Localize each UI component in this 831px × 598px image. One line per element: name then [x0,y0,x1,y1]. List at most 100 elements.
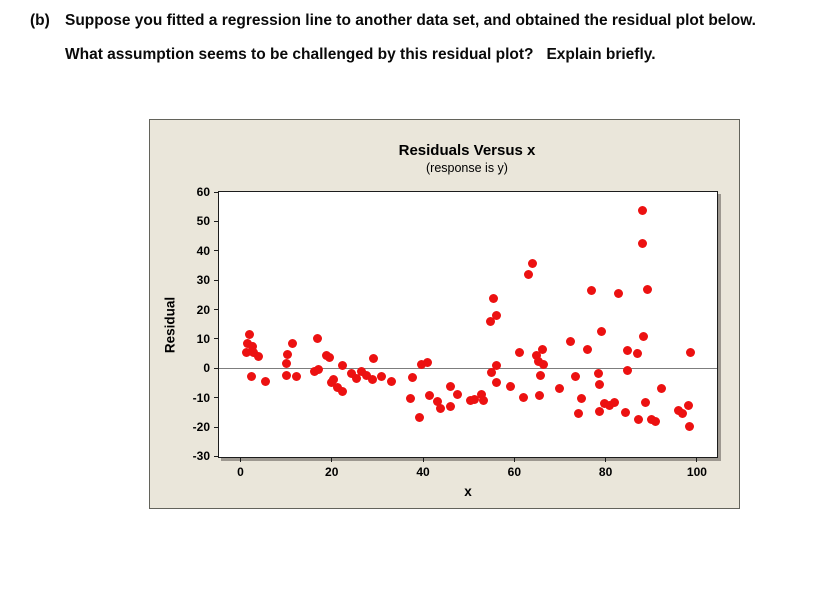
y-tick [214,367,219,369]
data-point [309,367,319,376]
data-point [651,416,661,426]
y-tick-label: 20 [196,302,210,317]
data-point [536,370,546,380]
data-point [324,353,334,363]
x-tick-label: 40 [416,465,430,479]
data-point [312,333,322,343]
data-point [534,357,544,367]
x-tick [422,457,424,462]
question-text-line2: What assumption seems to be challenged b… [65,46,656,63]
y-tick [214,455,219,457]
data-point [247,341,257,351]
data-point [489,293,499,303]
y-tick-label: -10 [192,390,210,405]
data-point [571,372,581,381]
data-point [425,391,435,401]
data-point [677,408,687,418]
data-point [423,358,433,368]
data-point [368,374,378,384]
data-point [326,377,336,387]
data-point [362,371,372,381]
data-point [535,390,545,400]
question-part-label: (b) [30,12,50,29]
data-point [537,345,547,355]
data-point [524,269,534,279]
data-point [600,399,610,409]
data-point [291,371,301,381]
data-point [408,373,418,383]
data-point [555,384,565,394]
y-axis-label: Residual [162,296,178,353]
data-point [492,377,502,387]
data-point [595,380,605,390]
chart-subtitle: (response is y) [426,161,508,175]
x-tick-label: 60 [507,465,522,479]
data-point [469,394,479,404]
data-point [243,339,253,349]
data-point [518,393,528,403]
data-point [485,317,495,327]
data-point [347,369,357,379]
data-point [405,394,415,404]
data-point [283,349,293,359]
data-point [594,369,604,379]
data-point [528,258,538,268]
data-point [505,381,515,391]
data-point [416,359,426,369]
y-tick [214,309,219,311]
data-point [657,384,667,394]
data-point [604,401,614,411]
data-point [515,348,525,358]
data-point [377,371,387,381]
x-tick [513,457,515,462]
data-point [587,286,597,296]
plot-area: Residual x 0 20 40 60 80 100 60 50 40 30 20 10 0 -10-… [163,185,718,499]
data-point [445,381,455,391]
y-tick-label: 60 [196,185,210,199]
x-tick-label: 100 [686,465,707,479]
x-tick [239,457,241,462]
data-point [574,409,584,419]
x-tick [605,457,607,462]
data-point [247,372,257,381]
data-point [620,407,630,417]
question-text-line1: Suppose you fitted a regression line to … [65,12,756,29]
data-point [352,374,362,384]
data-point [254,351,264,361]
data-point [622,365,632,375]
y-tick-label: 50 [196,214,210,229]
data-point [639,332,648,342]
x-tick-label: 80 [598,465,613,479]
data-point [613,288,623,298]
data-point [332,383,342,393]
data-point [287,338,297,348]
data-point [583,344,593,354]
x-tick [331,457,333,462]
data-point [646,414,656,424]
y-tick [214,220,219,222]
y-tick-label: 30 [196,273,210,288]
data-point [492,361,502,371]
x-tick [696,457,698,462]
data-point [357,367,367,376]
y-tick-label: 40 [196,243,210,258]
data-point [686,347,696,357]
data-point [532,350,542,360]
y-tick [214,426,219,428]
y-tick-label: 0 [203,361,210,376]
x-axis-label: x [464,484,472,499]
data-point [685,421,695,431]
data-point [261,376,271,386]
data-point [314,364,324,374]
data-point [435,404,445,414]
data-point [633,415,643,425]
data-point [576,394,586,404]
data-point [623,345,633,355]
chart-panel: Residuals Versus x (response is y) Resid… [149,119,740,509]
data-point [610,398,620,408]
y-tick [214,250,219,252]
data-point [453,390,463,400]
data-point [338,386,348,396]
chart-title: Residuals Versus x [398,142,536,159]
